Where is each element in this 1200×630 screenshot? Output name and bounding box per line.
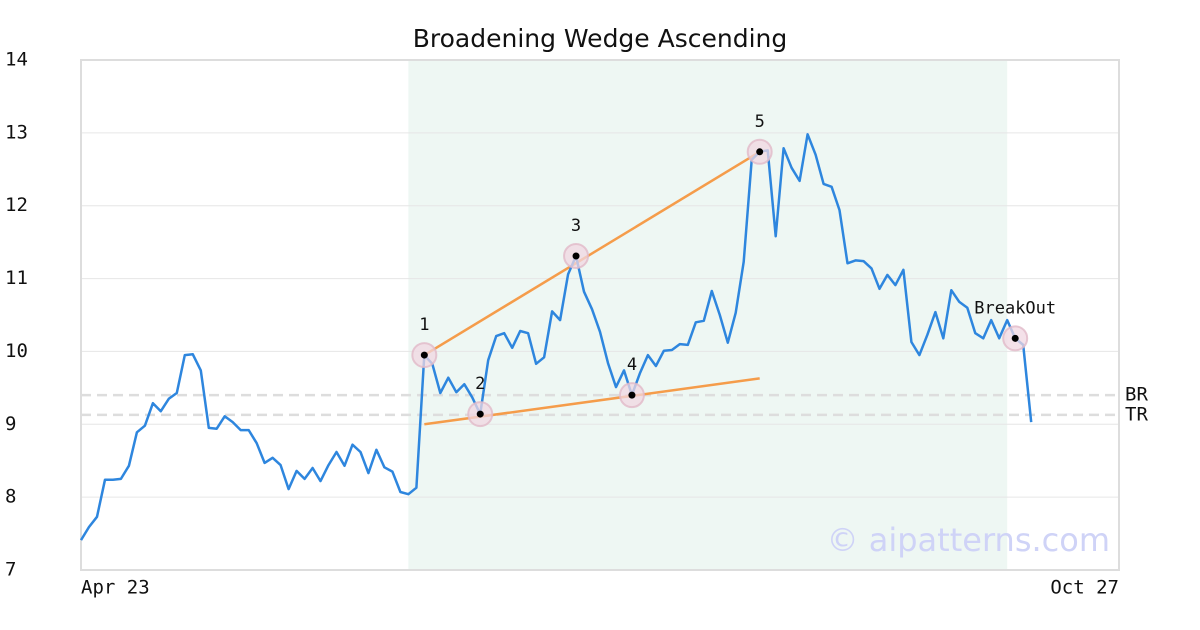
y-tick-label: 9 [5,413,16,435]
price-line [79,133,1033,541]
y-tick-label: 11 [5,267,28,289]
y-tick-label: 14 [5,49,28,71]
y-tick-label: 10 [5,340,28,362]
x-tick-label: Apr 23 [81,577,150,599]
level-label: TR [1125,403,1148,425]
pattern-label: 4 [627,355,637,375]
pattern-zone [408,60,1008,570]
pattern-dot [628,391,636,399]
y-tick-label: 8 [5,486,16,508]
pattern-label: 1 [419,315,429,335]
pattern-dot [420,351,428,359]
pattern-dot [476,410,484,418]
pattern-label: 3 [571,216,581,236]
x-tick-label: Oct 27 [1050,577,1119,599]
level-label: BR [1125,384,1148,406]
y-tick-label: 7 [5,559,16,581]
watermark: © aipatterns.com [827,521,1110,559]
trend-line [423,150,761,357]
y-tick-label: 13 [5,121,28,143]
pattern-label: BreakOut [974,298,1056,318]
pattern-label: 5 [755,112,765,132]
y-tick-label: 12 [5,194,28,216]
pattern-dot [756,148,764,156]
pattern-dot [572,252,580,260]
pattern-dot [1011,334,1019,342]
plot-frame [80,59,1120,571]
pattern-label: 2 [475,374,485,394]
chart-title: Broadening Wedge Ascending [413,24,788,53]
